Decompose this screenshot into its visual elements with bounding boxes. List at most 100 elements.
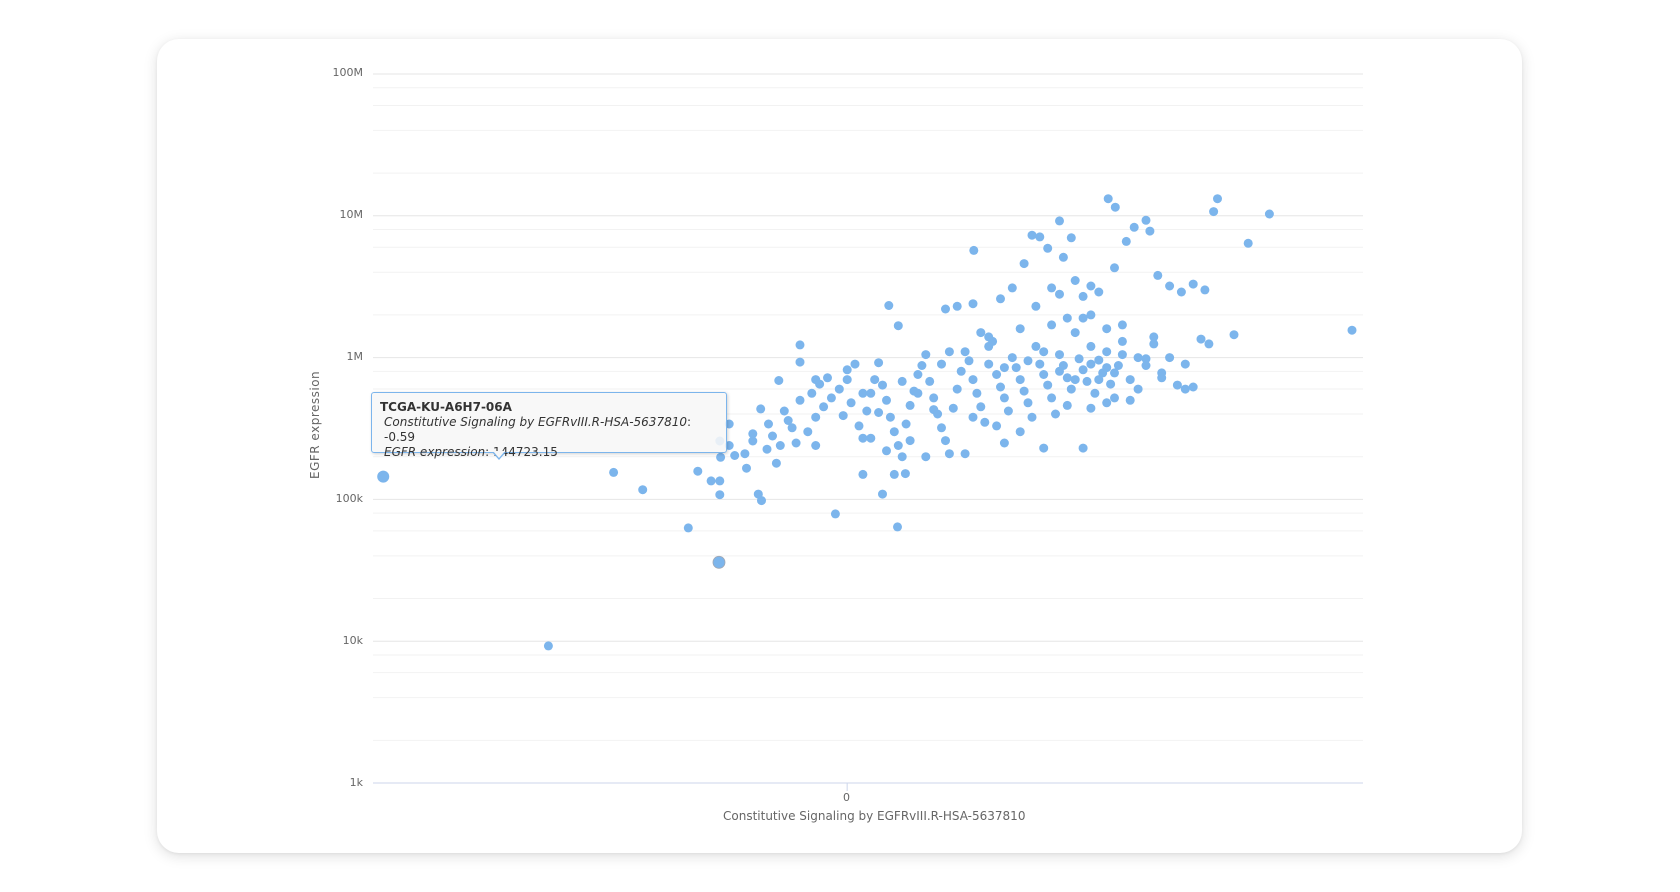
data-point[interactable] (905, 436, 915, 446)
data-point[interactable] (1165, 281, 1175, 291)
data-point[interactable] (693, 466, 703, 476)
data-point[interactable] (1086, 341, 1096, 351)
data-point[interactable] (1125, 375, 1135, 385)
data-point[interactable] (1015, 324, 1025, 334)
data-point[interactable] (984, 332, 994, 342)
data-point[interactable] (968, 412, 978, 422)
data-point[interactable] (1023, 356, 1033, 366)
data-point[interactable] (1121, 236, 1131, 246)
data-point[interactable] (1074, 354, 1084, 364)
data-point[interactable] (1149, 339, 1159, 349)
data-point[interactable] (1086, 310, 1096, 320)
data-point[interactable] (795, 357, 805, 367)
data-point[interactable] (996, 382, 1005, 392)
data-point[interactable] (1102, 324, 1112, 334)
data-point[interactable] (1070, 276, 1080, 285)
data-point[interactable] (1066, 233, 1076, 243)
data-point[interactable] (1070, 328, 1080, 338)
data-point[interactable] (1039, 347, 1049, 357)
data-point[interactable] (1110, 263, 1119, 273)
data-point[interactable] (1027, 230, 1037, 240)
data-point[interactable] (1007, 283, 1017, 293)
data-point[interactable] (842, 375, 852, 385)
data-point[interactable] (1141, 215, 1151, 225)
data-point[interactable] (1035, 359, 1045, 369)
data-point[interactable] (1117, 320, 1127, 330)
data-point[interactable] (811, 375, 821, 385)
data-point[interactable] (1117, 350, 1127, 360)
data-point[interactable] (1188, 382, 1198, 392)
data-point[interactable] (1264, 209, 1274, 219)
data-point[interactable] (1047, 283, 1057, 293)
data-point[interactable] (1094, 355, 1104, 365)
data-point[interactable] (1015, 375, 1025, 385)
data-point[interactable] (1047, 320, 1057, 330)
data-point[interactable] (1110, 202, 1120, 212)
data-point[interactable] (1110, 393, 1119, 403)
data-point[interactable] (1172, 380, 1182, 390)
data-point[interactable] (1229, 330, 1239, 340)
data-point[interactable] (913, 370, 923, 379)
data-point[interactable] (893, 321, 903, 331)
data-point[interactable] (757, 496, 766, 506)
data-point[interactable] (1055, 350, 1064, 360)
data-point[interactable] (992, 370, 1002, 379)
data-point[interactable] (1125, 395, 1135, 405)
data-point[interactable] (937, 423, 946, 433)
data-point[interactable] (1082, 376, 1092, 386)
data-point[interactable] (1133, 353, 1143, 363)
data-point[interactable] (1141, 361, 1151, 370)
data-point[interactable] (866, 388, 876, 398)
data-point[interactable] (956, 366, 966, 376)
data-point[interactable] (1129, 222, 1139, 232)
data-point[interactable] (1133, 384, 1143, 394)
data-point[interactable] (1035, 232, 1045, 242)
data-point[interactable] (1113, 361, 1123, 370)
data-point[interactable] (834, 384, 844, 394)
data-point[interactable] (1070, 375, 1080, 385)
data-point[interactable] (878, 380, 887, 390)
data-point[interactable] (795, 395, 805, 405)
data-point[interactable] (944, 347, 954, 357)
data-point[interactable] (874, 408, 884, 417)
data-point[interactable] (1213, 194, 1222, 204)
data-point[interactable] (999, 393, 1009, 403)
data-point[interactable] (941, 304, 950, 314)
data-point[interactable] (842, 365, 852, 375)
data-point[interactable] (1090, 388, 1100, 398)
data-point[interactable] (706, 476, 716, 486)
data-point[interactable] (1078, 313, 1088, 323)
data-point[interactable] (1078, 291, 1088, 301)
data-point[interactable] (1157, 373, 1167, 383)
data-point[interactable] (980, 417, 990, 427)
data-point[interactable] (1043, 380, 1053, 390)
data-point[interactable] (858, 433, 868, 443)
data-point[interactable] (941, 436, 950, 446)
data-point[interactable] (1011, 363, 1021, 373)
data-point[interactable] (762, 444, 772, 454)
data-point[interactable] (771, 458, 781, 468)
data-point[interactable] (638, 485, 648, 495)
data-point[interactable] (1196, 334, 1206, 344)
data-point[interactable] (715, 490, 725, 500)
data-point[interactable] (1015, 427, 1025, 437)
data-point[interactable] (862, 406, 872, 416)
data-point[interactable] (972, 388, 982, 398)
data-point[interactable] (1106, 379, 1116, 389)
data-point[interactable] (937, 359, 946, 369)
data-point[interactable] (854, 421, 864, 431)
data-point[interactable] (1019, 259, 1029, 269)
data-point[interactable] (1023, 398, 1033, 408)
data-point-hovered[interactable] (377, 470, 390, 483)
data-point[interactable] (1094, 375, 1104, 385)
data-point[interactable] (858, 388, 868, 398)
data-point[interactable] (976, 328, 986, 338)
data-point[interactable] (882, 446, 891, 456)
data-point[interactable] (715, 476, 725, 486)
data-point[interactable] (838, 411, 848, 421)
data-point[interactable] (1153, 270, 1163, 280)
data-point[interactable] (905, 400, 915, 410)
data-point[interactable] (1103, 194, 1113, 204)
data-point[interactable] (968, 375, 978, 385)
data-point[interactable] (917, 361, 927, 370)
